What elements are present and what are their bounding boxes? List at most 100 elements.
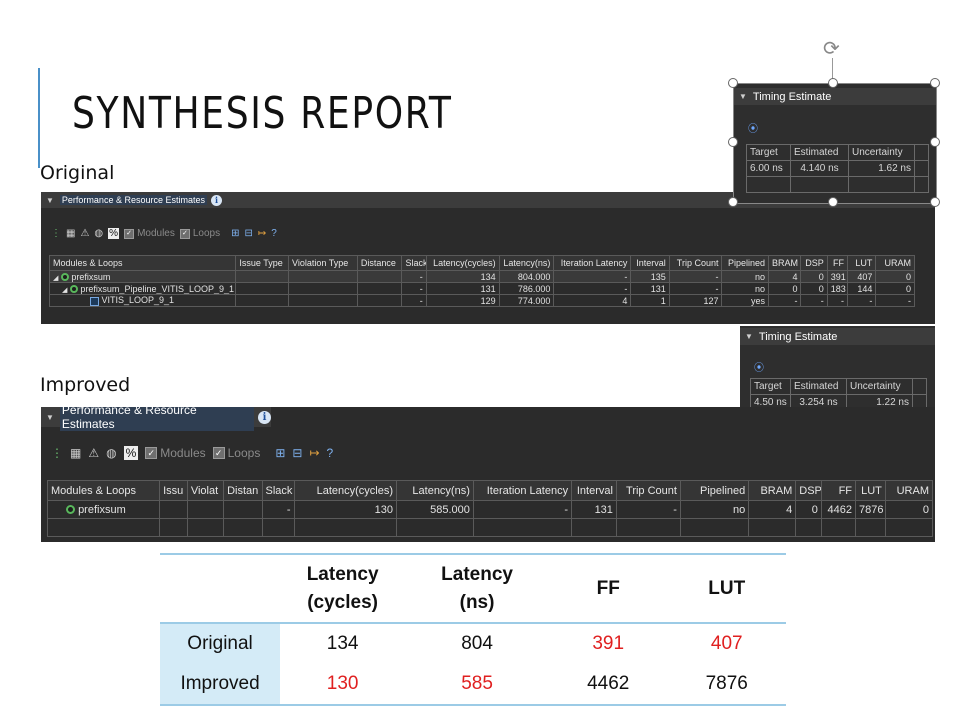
collapse-triangle-icon[interactable]: ▼ (46, 412, 54, 422)
rotate-handle-icon[interactable]: ⟳ (823, 36, 840, 60)
loops-checkbox[interactable]: ✓ Loops (179, 228, 221, 239)
timing-header-target: Target (750, 378, 791, 395)
resize-handle[interactable] (828, 197, 838, 207)
col-bram[interactable]: BRAM (748, 480, 797, 501)
resize-handle[interactable] (728, 78, 738, 88)
col-lut[interactable]: LUT (847, 255, 877, 271)
cell: 134 (425, 270, 500, 283)
cell: 135 (630, 270, 670, 283)
col-bram[interactable]: BRAM (768, 255, 802, 271)
col-slack[interactable]: Slack (401, 255, 427, 271)
module-cell: ◢ prefixsum (48, 270, 237, 283)
cell: 183 (826, 282, 849, 295)
col-trip-count[interactable]: Trip Count (615, 480, 681, 501)
col-latency-ns[interactable]: Latency(ns) (396, 480, 474, 501)
collapse-triangle-icon[interactable]: ▼ (745, 332, 753, 341)
modules-checkbox[interactable]: ✓ Modules (124, 228, 175, 239)
grid-icon[interactable]: ▦ (66, 228, 76, 239)
col-violation-type[interactable]: Violat (186, 480, 225, 501)
collapse-triangle-icon[interactable]: ▼ (46, 195, 54, 205)
col-issue-type[interactable]: Issu (159, 480, 188, 501)
resize-handle[interactable] (728, 197, 738, 207)
expand-all-icon[interactable]: ⊞ (231, 228, 240, 239)
col-pipelined[interactable]: Pipelined (721, 255, 770, 271)
resize-handle[interactable] (728, 137, 738, 147)
export-icon[interactable]: ↦ (309, 446, 320, 460)
col-ff[interactable]: FF (820, 480, 857, 501)
col-latency-cycles[interactable]: Latency(cycles) (425, 255, 500, 271)
rotate-handle-line (832, 58, 833, 82)
col-issue-type[interactable]: Issue Type (235, 255, 290, 271)
clock-icon[interactable]: ⦿ (754, 363, 764, 374)
timing-header-estimated: Estimated (790, 378, 847, 395)
cell: 0 (795, 500, 822, 519)
table-row[interactable]: ◢ prefixsum_Pipeline_VITIS_LOOP_9_1 - 13… (48, 282, 915, 295)
export-icon[interactable]: ↦ (257, 228, 267, 239)
comparison-row-improved: Improved 130 585 4462 7876 (160, 664, 786, 706)
percent-icon[interactable]: % (123, 446, 139, 460)
original-performance-panel: ▼ Performance & Resource Estimates i ⋮ ▦… (41, 192, 935, 324)
col-uram[interactable]: URAM (884, 480, 934, 501)
col-distance[interactable]: Distan (223, 480, 263, 501)
resize-handle[interactable] (930, 78, 940, 88)
cell (748, 518, 797, 537)
col-uram[interactable]: URAM (875, 255, 915, 271)
loops-checkbox-label: Loops (192, 228, 221, 239)
grid-icon[interactable]: ▦ (70, 446, 82, 460)
table-row[interactable]: prefixsum - 130 585.000 - 131 - no 4 0 4… (46, 500, 934, 519)
modules-checkbox-label: Modules (160, 446, 206, 460)
help-icon[interactable]: ? (326, 446, 334, 460)
col-violation-type[interactable]: Violation Type (288, 255, 358, 271)
table-row[interactable]: ◢ prefixsum - 134 804.000 - 135 - no 4 0… (48, 270, 915, 283)
globe-icon[interactable]: ◍ (94, 228, 104, 239)
info-icon[interactable]: i (210, 194, 222, 206)
col-interval[interactable]: Interval (571, 480, 617, 501)
cell: no (679, 500, 750, 519)
col-ff[interactable]: FF (826, 255, 849, 271)
resize-handle[interactable] (828, 78, 838, 88)
clock-icon[interactable]: ⦿ (748, 124, 758, 135)
loops-checkbox[interactable]: ✓ Loops (212, 446, 260, 460)
resize-handle[interactable] (930, 197, 940, 207)
cell: 407 (847, 270, 877, 283)
percent-icon[interactable]: % (108, 228, 120, 239)
col-pipelined[interactable]: Pipelined (679, 480, 750, 501)
help-icon[interactable]: ? (271, 228, 277, 239)
col-distance[interactable]: Distance (356, 255, 403, 271)
cell: - (847, 294, 877, 307)
col-dsp[interactable]: DSP (795, 480, 822, 501)
expand-all-icon[interactable]: ⊞ (275, 446, 286, 460)
col-latency-ns[interactable]: Latency(ns) (498, 255, 555, 271)
col-slack[interactable]: Slack (261, 480, 295, 501)
cell: 131 (425, 282, 500, 295)
comparison-corner-cell (160, 553, 281, 624)
globe-icon[interactable]: ◍ (106, 446, 117, 460)
collapse-triangle-icon[interactable]: ▼ (739, 92, 747, 101)
collapse-all-icon[interactable]: ⊟ (292, 446, 303, 460)
modules-checkbox[interactable]: ✓ Modules (145, 446, 206, 460)
cell: 585.000 (396, 500, 474, 519)
hierarchy-icon[interactable]: ⋮ (51, 446, 63, 460)
expand-arrow-icon[interactable]: ◢ (62, 286, 68, 294)
col-trip-count[interactable]: Trip Count (668, 255, 723, 271)
info-icon[interactable]: i (258, 410, 271, 424)
col-modules-loops[interactable]: Modules & Loops (48, 255, 237, 271)
col-iteration-latency[interactable]: Iteration Latency (553, 255, 632, 271)
collapse-all-icon[interactable]: ⊟ (244, 228, 253, 239)
col-iteration-latency[interactable]: Iteration Latency (472, 480, 573, 501)
cell: 0 (884, 500, 934, 519)
cell (235, 270, 290, 283)
hierarchy-icon[interactable]: ⋮ (51, 228, 61, 239)
panel-header: ▼ Performance & Resource Estimates i (41, 192, 935, 208)
expand-arrow-icon[interactable]: ◢ (53, 274, 59, 282)
col-modules-loops[interactable]: Modules & Loops (46, 480, 161, 501)
col-lut[interactable]: LUT (855, 480, 886, 501)
col-dsp[interactable]: DSP (800, 255, 828, 271)
col-interval[interactable]: Interval (630, 255, 670, 271)
warning-icon[interactable]: ⚠ (80, 228, 90, 239)
col-latency-cycles[interactable]: Latency(cycles) (293, 480, 398, 501)
resize-handle[interactable] (930, 137, 940, 147)
warning-icon[interactable]: ⚠ (88, 446, 100, 460)
original-timing-estimate[interactable]: ▼ Timing Estimate ⦿ Target Estimated Unc… (733, 83, 937, 204)
table-row[interactable]: VITIS_LOOP_9_1 - 129 774.000 4 1 127 yes… (48, 294, 915, 307)
